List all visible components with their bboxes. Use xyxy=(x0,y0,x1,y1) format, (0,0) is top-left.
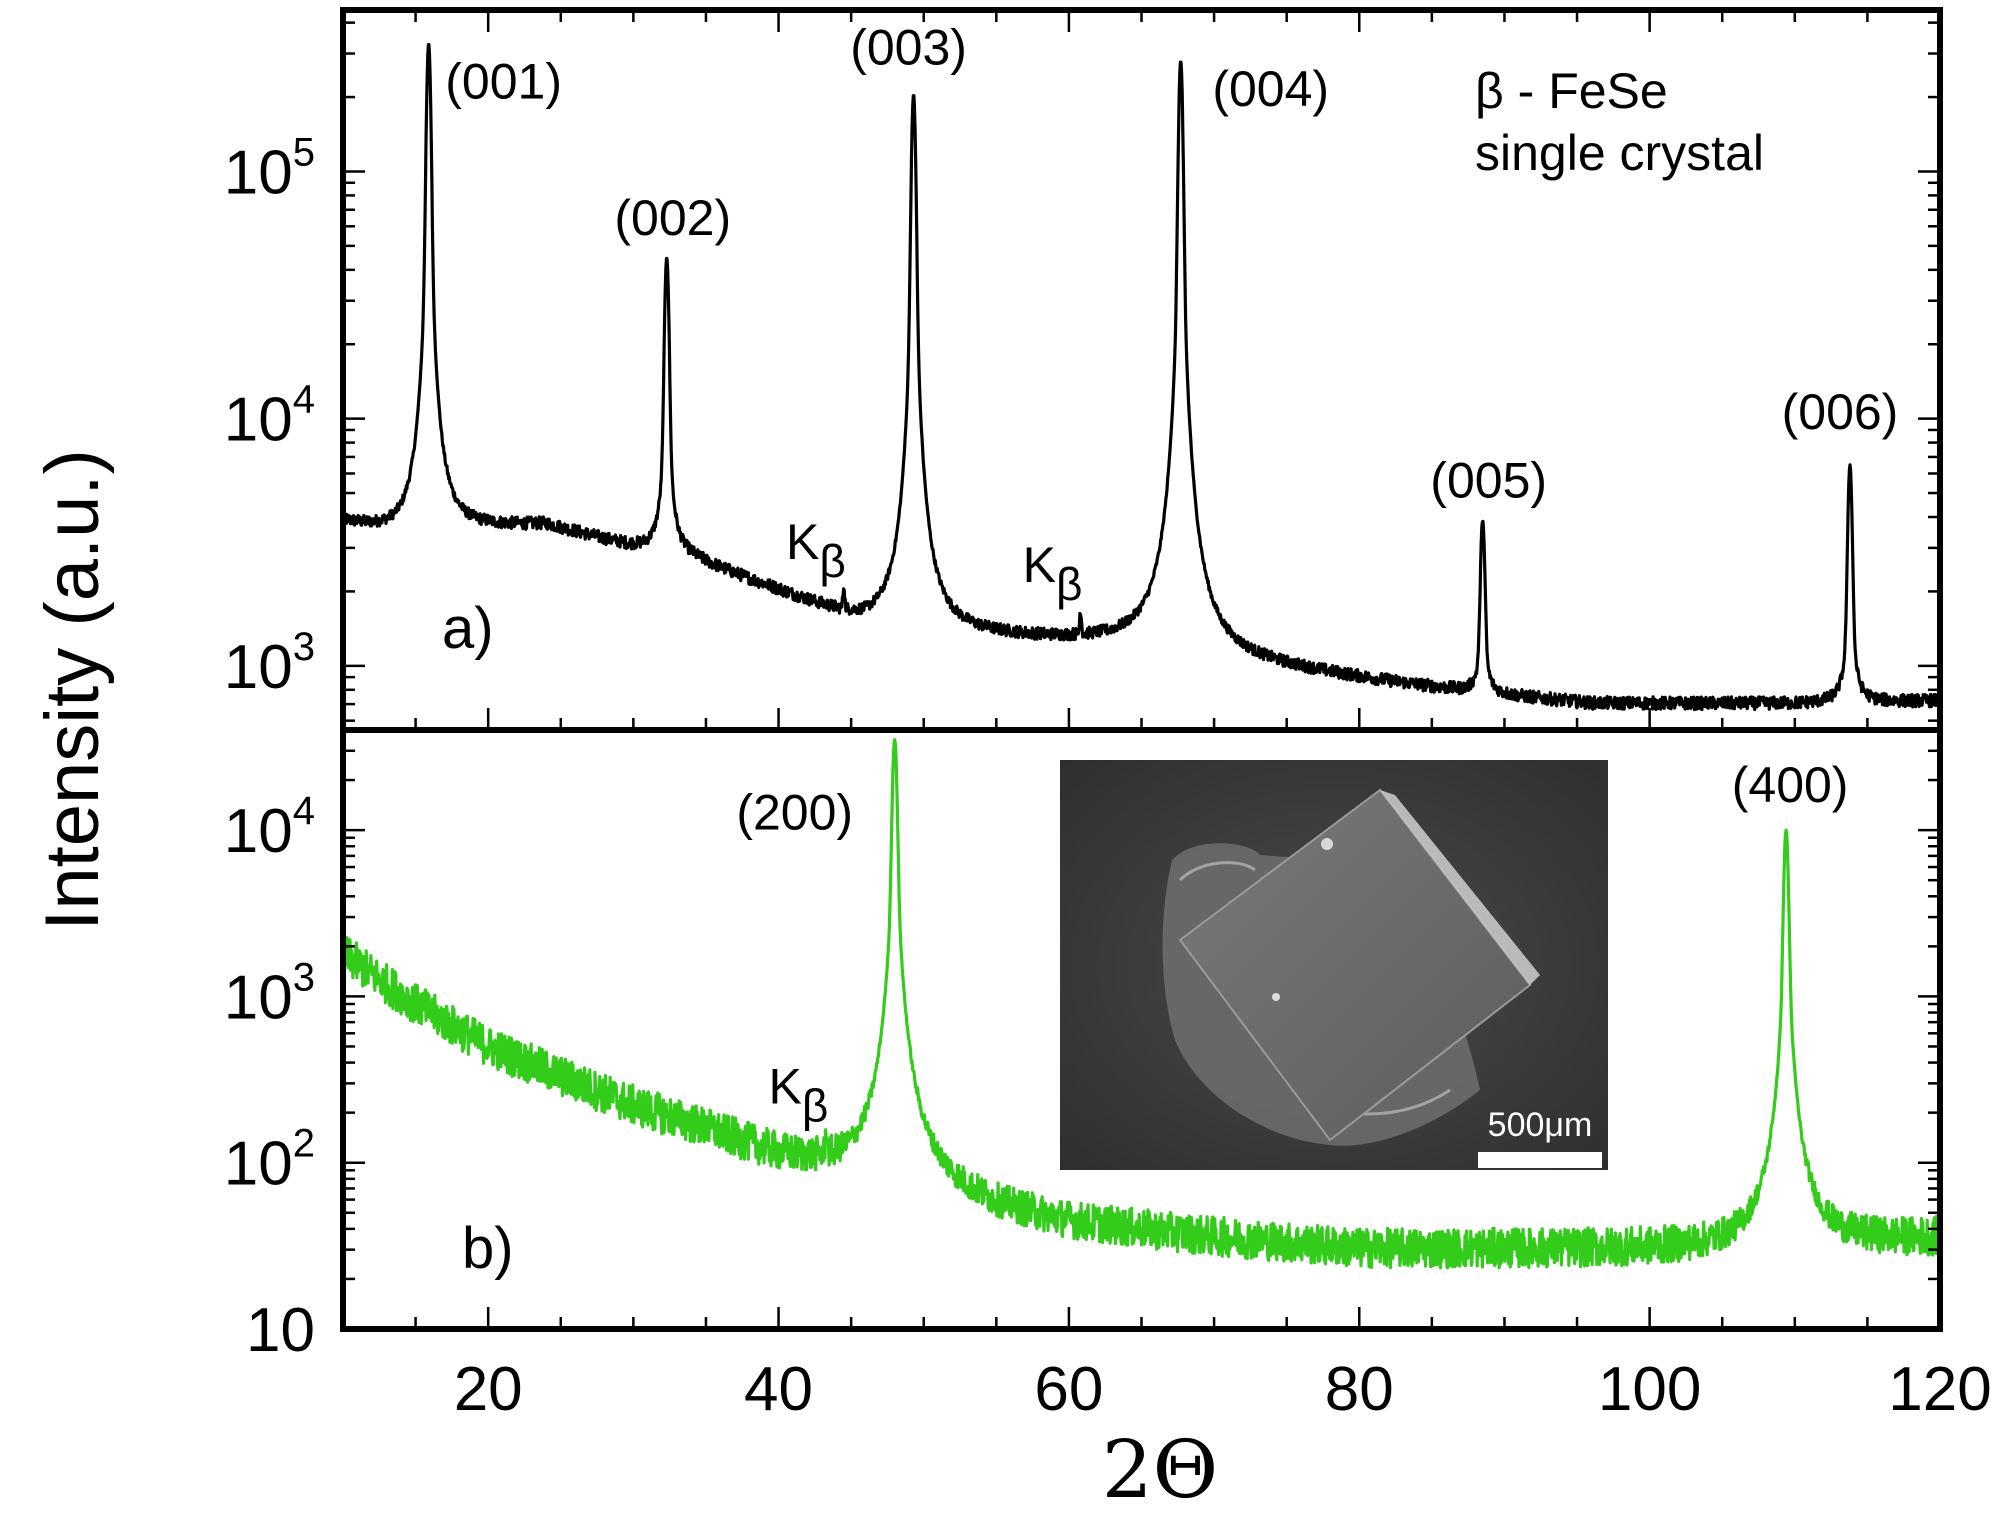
y-tick-label: 103 xyxy=(224,625,315,702)
peak-label-beta: β xyxy=(1056,558,1082,610)
x-tick-label: 120 xyxy=(1888,1355,1991,1424)
y-tick-mantissa: 10 xyxy=(224,963,293,1032)
peak-label-kbeta: Kβ xyxy=(786,514,846,587)
peak-label: (002) xyxy=(614,190,731,246)
inset-scale-bar xyxy=(1478,1152,1602,1168)
peak-label: (005) xyxy=(1430,453,1547,509)
peak-label-k: K xyxy=(786,514,819,570)
y-tick-label: 102 xyxy=(224,1122,315,1199)
peak-label: (003) xyxy=(850,19,967,75)
peak-label: (200) xyxy=(736,785,853,841)
annotation-sample: single crystal xyxy=(1475,125,1764,181)
peak-label: (006) xyxy=(1782,384,1899,440)
y-tick-mantissa: 10 xyxy=(224,633,293,702)
y-tick-mantissa: 10 xyxy=(224,138,293,207)
y-tick-label: 10 xyxy=(246,1296,315,1365)
x-tick-label: 40 xyxy=(744,1355,813,1424)
inset-sem-image: 500μm xyxy=(1060,760,1608,1170)
panel-label-a: a) xyxy=(442,596,494,661)
peak-label-k: K xyxy=(1023,537,1056,593)
y-tick-exponent: 4 xyxy=(293,378,315,422)
panel-label-b: b) xyxy=(462,1216,514,1281)
y-tick-exponent: 3 xyxy=(293,955,315,999)
x-tick-label: 100 xyxy=(1598,1355,1701,1424)
peak-label-kbeta: Kβ xyxy=(769,1058,829,1131)
series-b-line xyxy=(343,738,1940,1270)
y-tick-exponent: 5 xyxy=(293,130,315,174)
y-tick-exponent: 2 xyxy=(293,1122,315,1166)
peak-label: (001) xyxy=(445,53,562,109)
y-tick-label: 104 xyxy=(224,378,315,455)
y-tick-label: 104 xyxy=(224,789,315,866)
x-tick-label: 20 xyxy=(454,1355,523,1424)
peak-labels: (001) (002) Kβ (003) Kβ (004) (005) (006) Kβ (200… xyxy=(445,19,1898,1131)
y-tick-label: 103 xyxy=(224,955,315,1032)
y-tick-mantissa: 10 xyxy=(246,1296,315,1365)
y-tick-mantissa: 10 xyxy=(224,797,293,866)
peak-label-beta: β xyxy=(819,535,845,587)
y-tick-mantissa: 10 xyxy=(224,386,293,455)
y-tick-exponent: 4 xyxy=(293,789,315,833)
x-tick-labels: 20 40 60 80 100 120 xyxy=(454,1355,1992,1424)
x-tick-label: 80 xyxy=(1325,1355,1394,1424)
inset-scale-label: 500μm xyxy=(1488,1106,1593,1144)
x-tick-label: 60 xyxy=(1034,1355,1103,1424)
plot-frame xyxy=(340,7,1943,1332)
series-a-line xyxy=(343,43,1940,712)
peak-label: (400) xyxy=(1732,757,1849,813)
peak-label-beta: β xyxy=(802,1079,828,1131)
y-tick-label: 105 xyxy=(224,130,315,207)
y-tick-mantissa: 10 xyxy=(224,1130,293,1199)
peak-label: (004) xyxy=(1212,61,1329,117)
annotation-compound: β - FeSe xyxy=(1475,63,1668,119)
peak-label-k: K xyxy=(769,1058,802,1114)
peak-label-kbeta: Kβ xyxy=(1023,537,1083,610)
x-axis-title: 2Θ xyxy=(1102,1423,1218,1508)
y-tick-exponent: 3 xyxy=(293,625,315,669)
y-axis-title: Intensity (a.u.) xyxy=(30,449,115,931)
